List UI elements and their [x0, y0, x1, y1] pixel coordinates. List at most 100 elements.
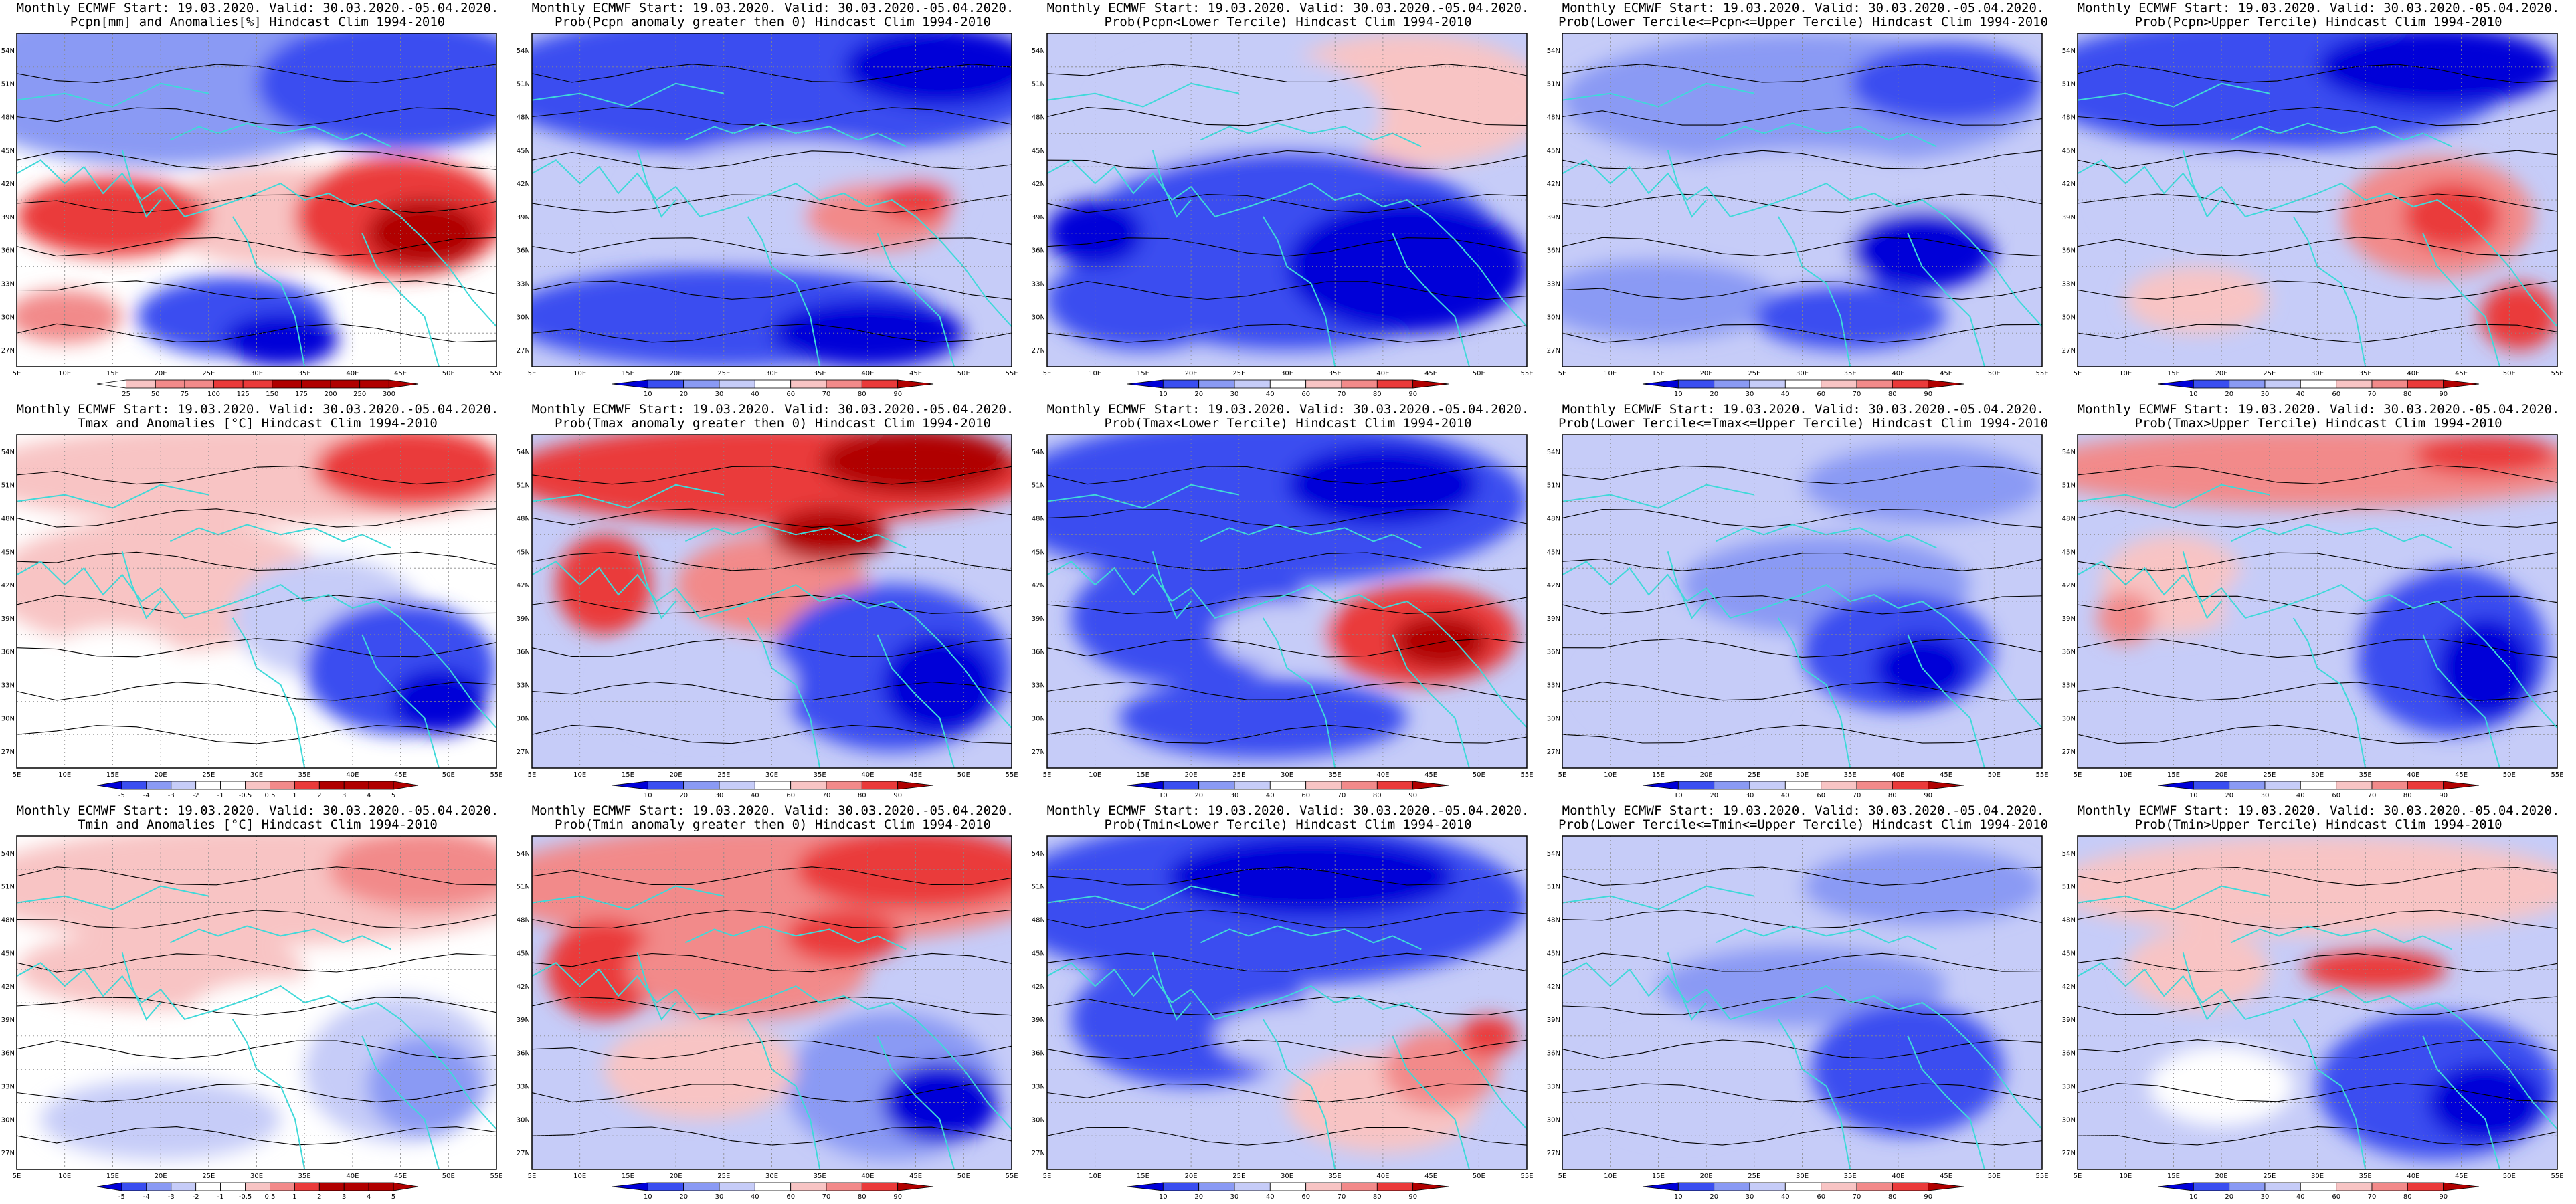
lat-tick-label: 42N — [1547, 582, 1560, 589]
lat-tick-label: 54N — [2062, 47, 2076, 55]
colorbar-label: 40 — [2296, 391, 2305, 398]
map-color-field — [2078, 836, 2557, 1169]
colorbar-label: 30 — [2261, 391, 2270, 398]
lat-tick-label: 45N — [517, 950, 530, 957]
lon-tick-label: 40E — [861, 370, 874, 377]
panel-header: Monthly ECMWF Start: 19.03.2020. Valid: … — [1046, 803, 1530, 818]
lon-tick-label: 20E — [155, 771, 167, 779]
lat-tick-label: 39N — [1032, 615, 1045, 623]
lon-tick-label: 40E — [1892, 1173, 1904, 1180]
panel-title: Prob(Tmin<Lower Tercile) Hindcast Clim 1… — [1104, 817, 1472, 832]
colorbar-label: 40 — [751, 1193, 759, 1201]
map-panel-tmax-1: Monthly ECMWF Start: 19.03.2020. Valid: … — [515, 401, 1030, 803]
lon-tick-label: 25E — [2263, 771, 2276, 779]
coastline — [1047, 885, 1527, 1169]
colorbar-label: 10 — [1159, 391, 1168, 398]
colorbar-label: 90 — [1924, 1193, 1932, 1201]
colorbar-label: 40 — [2296, 1193, 2305, 1201]
map-canvas: 27N 30N 33N 36N 39N 42N 45N 48N 51N 54N 5E 10E 15E 20… — [1032, 434, 1534, 799]
lon-tick-label: 55E — [490, 771, 502, 779]
lon-tick-label: 10E — [58, 370, 71, 377]
colorbar-label: 90 — [1408, 391, 1417, 398]
map-color-field — [1047, 33, 1527, 367]
colorbar: 10 20 30 40 60 70 80 90 — [1642, 1182, 1964, 1201]
colorbar-label: 70 — [2368, 1193, 2377, 1201]
panel-header: Monthly ECMWF Start: 19.03.2020. Valid: … — [16, 402, 499, 417]
lat-tick-label: 51N — [1032, 482, 1045, 490]
colorbar-label: 10 — [1674, 1193, 1683, 1201]
map-panel-pcpn-4: Monthly ECMWF Start: 19.03.2020. Valid: … — [2061, 0, 2576, 401]
lat-tick-label: 45N — [2062, 147, 2076, 155]
lon-tick-label: 35E — [1329, 370, 1342, 377]
colorbar-label: 60 — [2332, 1193, 2340, 1201]
lat-tick-label: 36N — [1547, 649, 1560, 656]
panel-title: Tmin and Anomalies [°C] Hindcast Clim 19… — [78, 817, 438, 832]
map-frame — [531, 434, 1012, 769]
map-canvas: 27N 30N 33N 36N 39N 42N 45N 48N 51N 54N 5E 10E 15E 20… — [1032, 33, 1534, 398]
colorbar: 25 50 75 100 125 150 175 200 250 300 — [96, 379, 419, 398]
lon-tick-label: 20E — [2215, 771, 2228, 779]
colorbar-label: 90 — [893, 1193, 902, 1201]
colorbar: 10 20 30 40 60 70 80 90 — [612, 1182, 934, 1201]
colorbar-label: 40 — [1266, 1193, 1275, 1201]
colorbar: 10 20 30 40 60 70 80 90 — [1642, 379, 1964, 398]
lon-tick-label: 55E — [1005, 771, 1018, 779]
lon-tick-label: 10E — [2119, 1173, 2132, 1180]
colorbar-label: 20 — [1194, 391, 1203, 398]
colorbar-label: 60 — [1301, 391, 1310, 398]
lon-tick-label: 40E — [2407, 1173, 2419, 1180]
map-color-field — [17, 435, 496, 768]
colorbar-label: 70 — [1853, 792, 1861, 799]
map-canvas: 27N 30N 33N 36N 39N 42N 45N 48N 51N 54N 5E 10E 15E 20… — [2062, 434, 2564, 799]
lat-tick-label: 39N — [1547, 615, 1560, 623]
lon-tick-label: 50E — [2503, 771, 2516, 779]
colorbar: 10 20 30 40 60 70 80 90 — [2157, 379, 2480, 398]
lon-tick-label: 45E — [2455, 370, 2468, 377]
colorbar-label: -3 — [168, 792, 175, 799]
map-frame — [1046, 33, 1528, 367]
lat-tick-label: 33N — [1547, 682, 1560, 690]
map-panel-tmax-0: Monthly ECMWF Start: 19.03.2020. Valid: … — [0, 401, 515, 803]
map-panel-tmin-1: Monthly ECMWF Start: 19.03.2020. Valid: … — [515, 803, 1030, 1204]
lon-tick-label: 5E — [1558, 370, 1567, 377]
lat-tick-label: 48N — [1547, 516, 1560, 523]
lon-tick-label: 15E — [1137, 370, 1149, 377]
colorbar-label: -4 — [143, 792, 150, 799]
colorbar-label: 90 — [2439, 792, 2448, 799]
lon-tick-label: 50E — [2503, 1173, 2516, 1180]
lon-tick-label: 35E — [298, 1173, 311, 1180]
lat-tick-label: 54N — [2062, 850, 2076, 858]
colorbar-label: -5 — [118, 1193, 125, 1201]
map-canvas: 27N 30N 33N 36N 39N 42N 45N 48N 51N 54N 5E 10E 15E 20… — [2062, 33, 2564, 398]
panel-header: Monthly ECMWF Start: 19.03.2020. Valid: … — [1046, 1, 1530, 15]
lat-tick-label: 33N — [1547, 1084, 1560, 1091]
colorbar-label: 90 — [893, 792, 902, 799]
lat-tick-label: 33N — [2062, 281, 2076, 288]
lat-tick-label: 33N — [2062, 682, 2076, 690]
colorbar-label: 250 — [353, 391, 366, 398]
colorbar-label: 90 — [1924, 792, 1932, 799]
lat-tick-label: 27N — [1, 347, 15, 355]
lon-tick-label: 55E — [1005, 1173, 1018, 1180]
panel-header: Monthly ECMWF Start: 19.03.2020. Valid: … — [2077, 803, 2560, 818]
climatology-contours — [17, 866, 496, 1146]
lon-tick-label: 20E — [155, 370, 167, 377]
map-frame — [2077, 33, 2558, 367]
lat-tick-label: 27N — [517, 748, 530, 756]
map-frame — [1046, 434, 1528, 769]
panel-header: Monthly ECMWF Start: 19.03.2020. Valid: … — [531, 402, 1014, 417]
lat-tick-label: 45N — [1, 950, 15, 957]
lon-tick-label: 5E — [2074, 1173, 2082, 1180]
lon-tick-label: 10E — [58, 771, 71, 779]
lat-tick-label: 51N — [2062, 81, 2076, 88]
colorbar-label: 30 — [1746, 391, 1754, 398]
map-panel-tmin-3: Monthly ECMWF Start: 19.03.2020. Valid: … — [1546, 803, 2061, 1204]
colorbar-label: 5 — [391, 792, 395, 799]
lon-tick-label: 45E — [1424, 771, 1437, 779]
colorbar-label: 10 — [644, 792, 652, 799]
lat-tick-label: 27N — [1547, 347, 1560, 355]
lon-tick-label: 50E — [957, 771, 970, 779]
colorbar-label: 100 — [207, 391, 220, 398]
colorbar-label: 80 — [1373, 391, 1382, 398]
lon-tick-label: 55E — [2035, 370, 2048, 377]
